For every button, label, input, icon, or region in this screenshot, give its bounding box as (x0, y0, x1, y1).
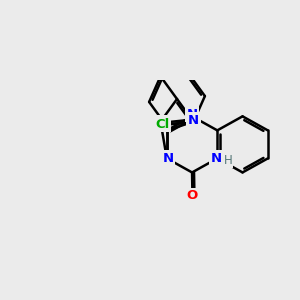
Text: N: N (163, 152, 174, 165)
Text: O: O (187, 189, 198, 202)
Text: H: H (224, 154, 232, 167)
Text: N: N (155, 117, 166, 130)
Text: N: N (210, 152, 221, 165)
Text: N: N (187, 108, 198, 121)
Text: Cl: Cl (155, 118, 170, 130)
Text: N: N (188, 114, 199, 127)
